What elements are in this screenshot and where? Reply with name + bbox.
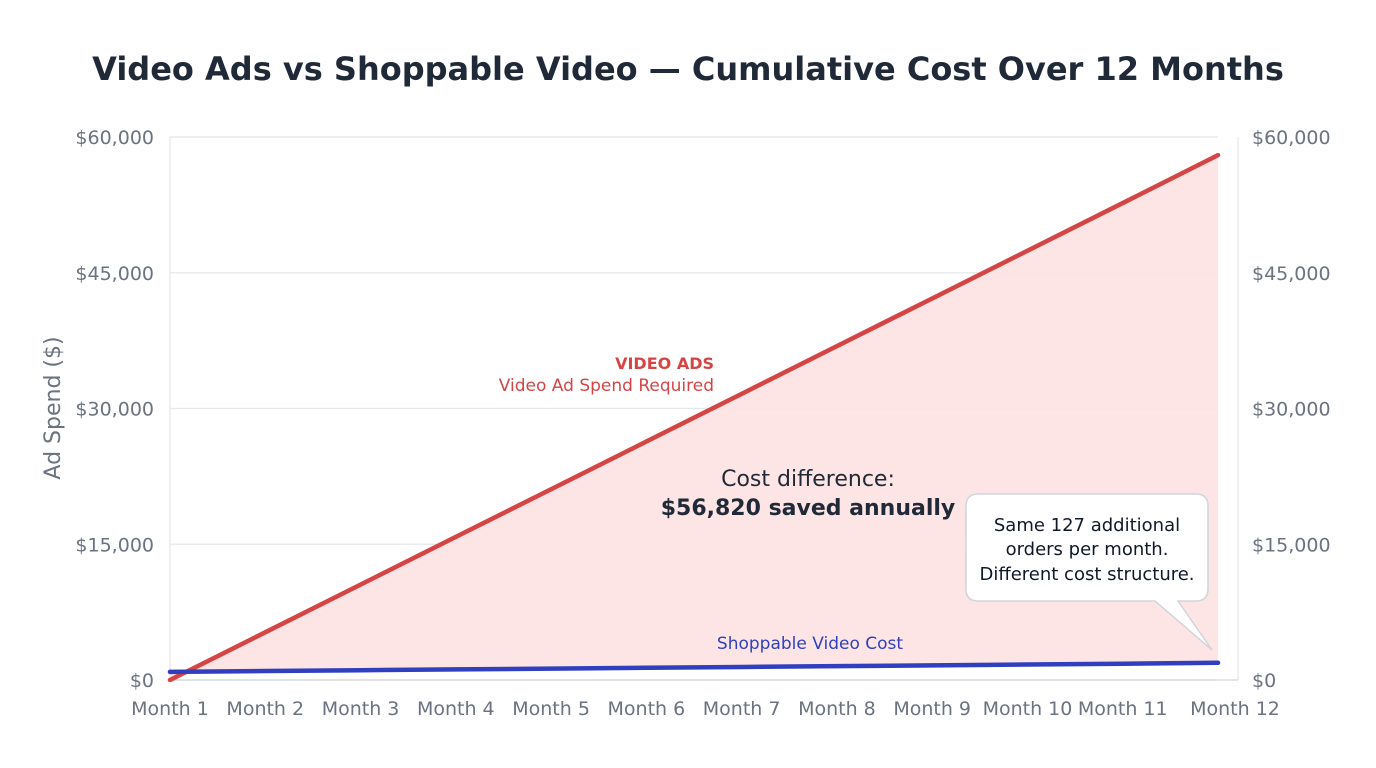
series-1-point-4: [453, 667, 458, 672]
x-tick-2: Month 2: [226, 698, 304, 720]
series-0-point-12: [1216, 153, 1220, 158]
y-axis-right: $0 $15,000 $30,000 $45,000 $60,000: [1252, 127, 1331, 692]
series-0-point-7: [739, 391, 744, 396]
series-1-point-1: [168, 669, 172, 674]
callout-line-3: Different cost structure.: [979, 564, 1194, 585]
x-tick-1: Month 1: [131, 698, 209, 720]
y-tick-left-2: $30,000: [75, 399, 154, 421]
series-0-point-2: [263, 630, 268, 635]
video-ads-heading: VIDEO ADS: [615, 354, 714, 373]
x-axis: Month 1 Month 2 Month 3 Month 4 Month 5 Month…: [131, 698, 1280, 720]
y-axis-label: Ad Spend ($): [41, 336, 66, 479]
series-0-point-10: [1025, 248, 1030, 253]
x-tick-7: Month 7: [703, 698, 781, 720]
series-0-point-1: [168, 678, 172, 682]
series-1-point-9: [930, 663, 935, 668]
y-tick-left-0: $0: [130, 670, 154, 692]
y-tick-left-4: $60,000: [75, 127, 154, 149]
series-0-point-3: [358, 582, 363, 587]
x-tick-8: Month 8: [798, 698, 876, 720]
series-1-point-7: [739, 664, 744, 669]
x-tick-3: Month 3: [322, 698, 400, 720]
y-tick-left-1: $15,000: [75, 534, 154, 556]
series-line-0: [167, 152, 1221, 683]
series-1-point-3: [358, 668, 363, 673]
series-0-point-4: [453, 534, 458, 539]
series-1-point-2: [263, 669, 268, 674]
series-1-point-8: [834, 664, 839, 669]
series-1-point-5: [549, 666, 554, 671]
callout-shape: [965, 493, 1213, 651]
x-tick-12: Month 12: [1190, 698, 1280, 720]
x-tick-10: Month 10: [983, 698, 1073, 720]
series-1-point-11: [1120, 661, 1125, 666]
video-ads-series-name: Video Ad Spend Required: [499, 376, 714, 396]
y-tick-right-0: $0: [1252, 670, 1276, 692]
series-1-point-10: [1025, 662, 1030, 667]
series-0-point-6: [644, 439, 649, 444]
cost-difference-value: $56,820 saved annually: [661, 496, 956, 521]
callout-bubble: Same 127 additional orders per month. Di…: [965, 493, 1213, 651]
cost-difference-label: Cost difference:: [721, 467, 895, 492]
callout-line-2: orders per month.: [1006, 539, 1169, 560]
cost-difference-area: [170, 155, 1218, 681]
y-tick-right-3: $45,000: [1252, 263, 1331, 285]
series-line-1: [167, 660, 1221, 675]
y-tick-right-4: $60,000: [1252, 127, 1331, 149]
area-fill-layer: [170, 155, 1218, 681]
y-tick-right-1: $15,000: [1252, 534, 1331, 556]
series-0-point-11: [1120, 201, 1125, 206]
series-1-point-6: [644, 665, 649, 670]
series-0-point-9: [930, 296, 935, 301]
y-tick-left-3: $45,000: [75, 263, 154, 285]
series-0-point-8: [834, 344, 839, 349]
x-tick-6: Month 6: [608, 698, 686, 720]
y-axis-left: $0 $15,000 $30,000 $45,000 $60,000: [75, 127, 154, 692]
x-tick-9: Month 9: [893, 698, 971, 720]
grid-lines: [169, 136, 1239, 681]
x-tick-5: Month 5: [512, 698, 590, 720]
x-tick-11: Month 11: [1078, 698, 1168, 720]
x-tick-4: Month 4: [417, 698, 495, 720]
chart-title: Video Ads vs Shoppable Video — Cumulativ…: [92, 50, 1284, 88]
shoppable-series-name: Shoppable Video Cost: [717, 634, 904, 654]
series-1-point-12: [1216, 660, 1220, 665]
series-lines: [167, 152, 1221, 683]
callout-line-1: Same 127 additional: [994, 515, 1180, 536]
series-0-point-5: [549, 487, 554, 492]
y-tick-right-2: $30,000: [1252, 399, 1331, 421]
